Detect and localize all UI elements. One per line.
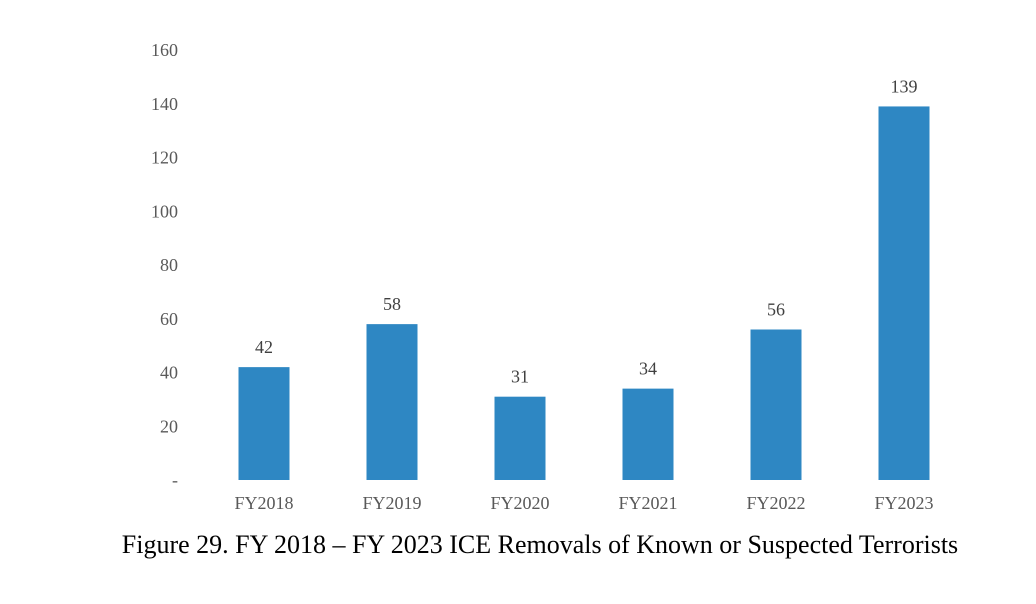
y-tick-label: - xyxy=(172,470,178,490)
bar xyxy=(494,396,546,480)
x-tick-label: FY2020 xyxy=(490,493,549,513)
y-tick-label: 80 xyxy=(160,255,178,275)
x-tick-label: FY2023 xyxy=(874,493,933,513)
bar xyxy=(878,106,930,480)
bar-value-label: 34 xyxy=(639,359,657,379)
y-tick-label: 20 xyxy=(160,416,178,436)
x-tick-label: FY2021 xyxy=(618,493,677,513)
bar-value-label: 139 xyxy=(891,76,918,96)
bar xyxy=(750,329,802,480)
bar-value-label: 42 xyxy=(255,337,273,357)
x-tick-label: FY2022 xyxy=(746,493,805,513)
y-axis: - 20 40 60 80 100 120 140 160 xyxy=(151,40,178,490)
x-tick-label: FY2019 xyxy=(362,493,421,513)
bar-value-label: 56 xyxy=(767,300,785,320)
data-labels: 42 58 31 34 56 139 xyxy=(255,76,918,386)
figure-caption: Figure 29. FY 2018 – FY 2023 ICE Removal… xyxy=(121,530,959,559)
y-tick-label: 60 xyxy=(160,309,178,329)
bar xyxy=(366,324,418,480)
y-tick-label: 100 xyxy=(151,201,178,221)
x-axis: FY2018 FY2019 FY2020 FY2021 FY2022 FY2023 xyxy=(234,493,933,513)
bar-value-label: 58 xyxy=(383,294,401,314)
bar-value-label: 31 xyxy=(511,367,529,387)
y-tick-label: 40 xyxy=(160,363,178,383)
x-tick-label: FY2018 xyxy=(234,493,293,513)
y-tick-label: 140 xyxy=(151,94,178,114)
y-tick-label: 120 xyxy=(151,148,178,168)
bar xyxy=(622,388,674,480)
bars xyxy=(238,106,930,480)
bar xyxy=(238,367,290,480)
y-tick-label: 160 xyxy=(151,40,178,60)
